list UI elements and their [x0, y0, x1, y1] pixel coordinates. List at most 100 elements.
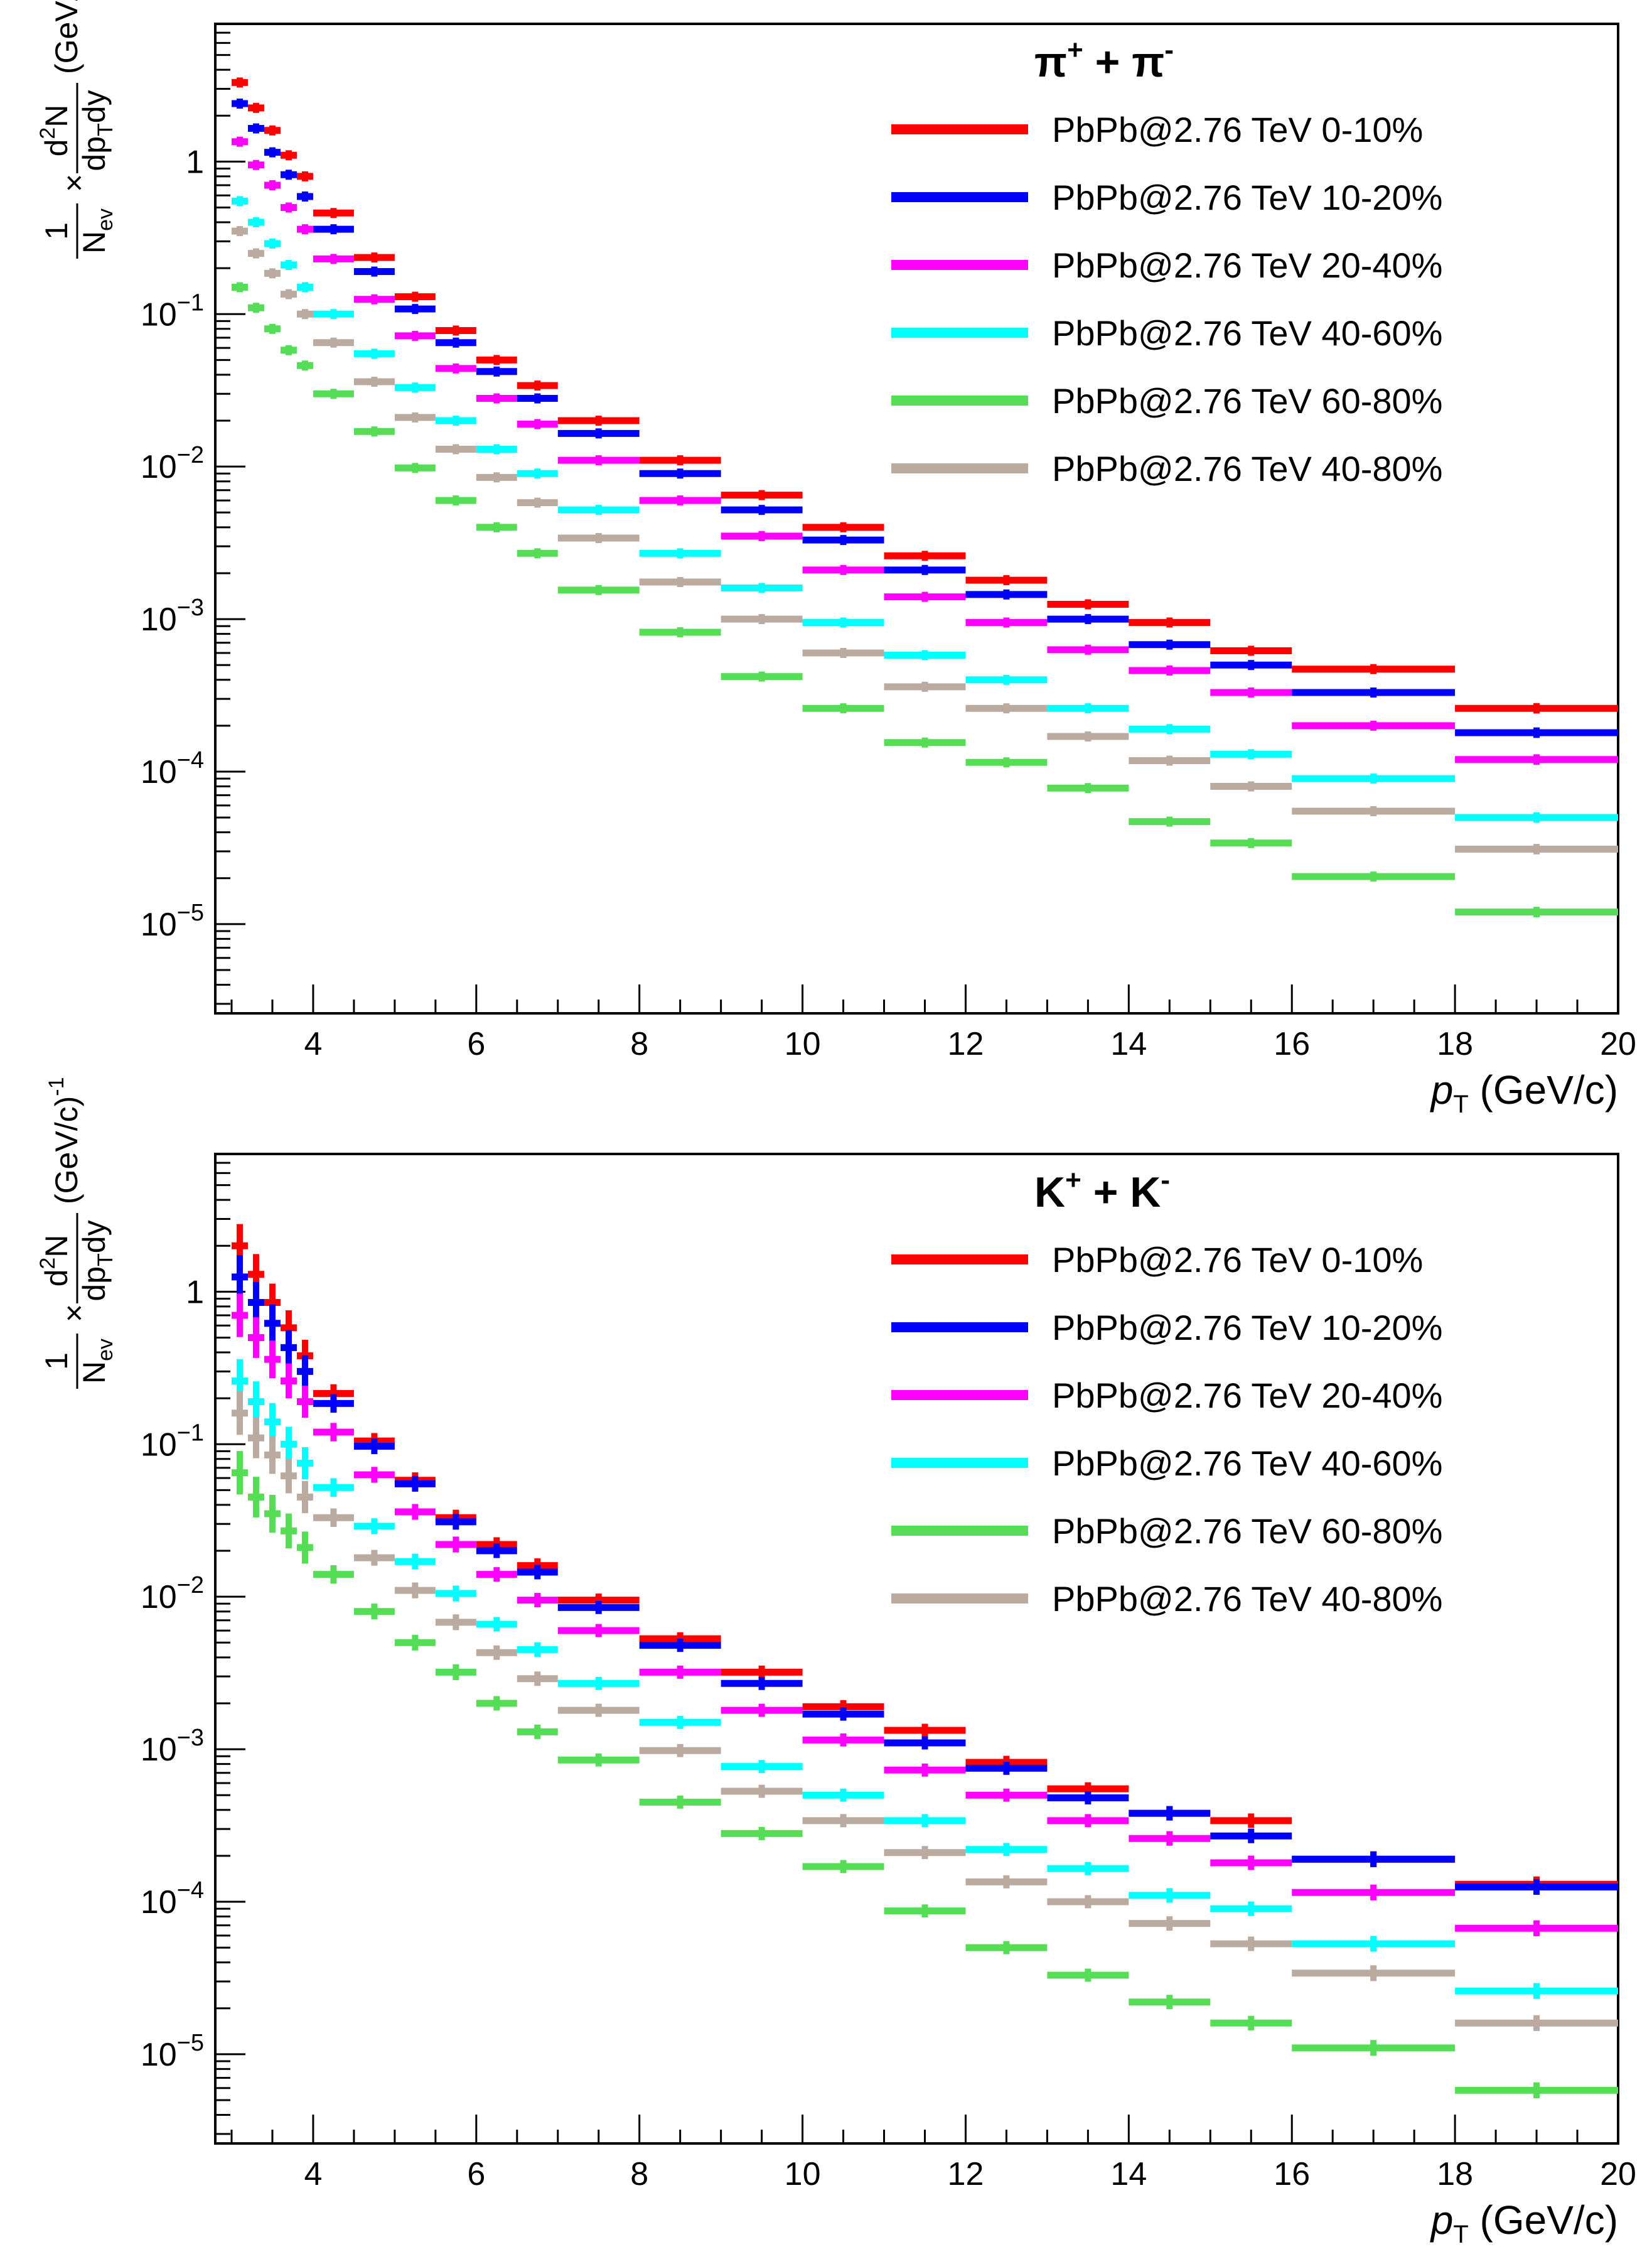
data-point [394, 330, 436, 341]
data-point [1292, 871, 1456, 882]
plot-frame [214, 1153, 1619, 2145]
data-point [639, 455, 721, 466]
data-point [435, 363, 476, 374]
data-point [231, 226, 248, 237]
x-tick-label: 20 [1600, 2156, 1636, 2192]
data-point [1210, 1813, 1292, 1828]
data-point [280, 260, 297, 271]
data-point [231, 282, 248, 293]
data-point [639, 1795, 721, 1809]
data-point [1210, 1855, 1292, 1870]
x-tick-label: 16 [1274, 1026, 1310, 1062]
data-point [1292, 806, 1456, 817]
data-point [247, 123, 264, 134]
data-point [721, 531, 803, 541]
data-point [557, 1600, 640, 1614]
data-point [1210, 645, 1292, 656]
data-point [884, 1723, 966, 1737]
data-point [296, 360, 313, 371]
data-point [802, 617, 884, 628]
plot-title: π+ + π- [1034, 35, 1174, 86]
legend-label: PbPb@2.76 TeV 60-80% [1052, 1511, 1442, 1551]
series-5 [231, 226, 1618, 854]
data-point [394, 463, 436, 473]
data-point [1292, 1884, 1456, 1900]
data-point [435, 1514, 476, 1530]
data-point [639, 495, 721, 506]
data-point [394, 1475, 436, 1492]
data-point [965, 617, 1048, 628]
data-point [1455, 2015, 1618, 2031]
data-point [517, 419, 558, 429]
data-point [394, 1634, 436, 1651]
data-point [1455, 844, 1618, 854]
data-point [1455, 1920, 1618, 1936]
data-point [313, 1565, 354, 1584]
data-point [247, 1477, 264, 1517]
x-tick-label: 8 [630, 2156, 648, 2192]
y-tick-label: 10−2 [141, 1572, 204, 1615]
data-point [264, 1304, 281, 1342]
legend-label: PbPb@2.76 TeV 20-40% [1052, 245, 1442, 285]
y-tick-label: 10−4 [141, 747, 204, 790]
data-point [247, 1282, 264, 1323]
data-point [353, 1550, 395, 1566]
data-point [264, 1494, 281, 1533]
y-tick-label: 10−3 [141, 595, 204, 638]
data-point [802, 522, 884, 532]
legend-label: PbPb@2.76 TeV 40-60% [1052, 1443, 1442, 1483]
data-point [721, 490, 803, 500]
data-point [1129, 1995, 1211, 2010]
data-point [1129, 639, 1211, 650]
data-point [1455, 812, 1618, 823]
data-point [247, 217, 264, 228]
data-point [1292, 720, 1456, 731]
data-point [721, 1676, 803, 1690]
data-point [1047, 1968, 1129, 1982]
data-point [313, 208, 354, 218]
data-point [394, 291, 436, 302]
data-point [476, 1567, 517, 1582]
data-point [1047, 1814, 1129, 1828]
series-1 [231, 1255, 1618, 1895]
y-title-dpt: dpTdy [77, 1220, 117, 1301]
data-point [1210, 687, 1292, 698]
data-point [353, 1467, 395, 1483]
y-tick-label: 1 [186, 1274, 204, 1310]
y-title-nev: Nev [77, 208, 117, 254]
data-point [313, 1423, 354, 1442]
data-point [1129, 617, 1211, 628]
data-point [884, 1763, 966, 1777]
x-tick-label: 18 [1437, 1026, 1473, 1062]
data-point [264, 268, 281, 279]
data-point [476, 522, 517, 532]
data-point [296, 224, 313, 235]
data-point [1455, 1879, 1618, 1895]
data-point [247, 102, 264, 113]
data-point [965, 1843, 1048, 1857]
y-title-numerator-1: 1 [39, 1352, 74, 1370]
y-tick-label: 1 [186, 144, 204, 180]
data-point [231, 196, 248, 207]
data-point [231, 136, 248, 147]
data-point [476, 366, 517, 377]
data-point [965, 703, 1048, 714]
data-point [1292, 1851, 1456, 1867]
data-point [264, 147, 281, 158]
y-title-d2n: d2N [36, 105, 74, 157]
data-point [1047, 614, 1129, 625]
x-tick-label: 4 [304, 1026, 322, 1062]
data-point [313, 337, 354, 348]
data-point [1455, 1983, 1618, 1999]
data-point [557, 1753, 640, 1767]
data-point [884, 1736, 966, 1750]
data-point [1129, 755, 1211, 766]
legend-label: PbPb@2.76 TeV 20-40% [1052, 1376, 1442, 1415]
data-point [264, 1436, 281, 1474]
series-0 [231, 77, 1618, 714]
data-point [557, 416, 640, 426]
data-point [231, 1391, 248, 1435]
